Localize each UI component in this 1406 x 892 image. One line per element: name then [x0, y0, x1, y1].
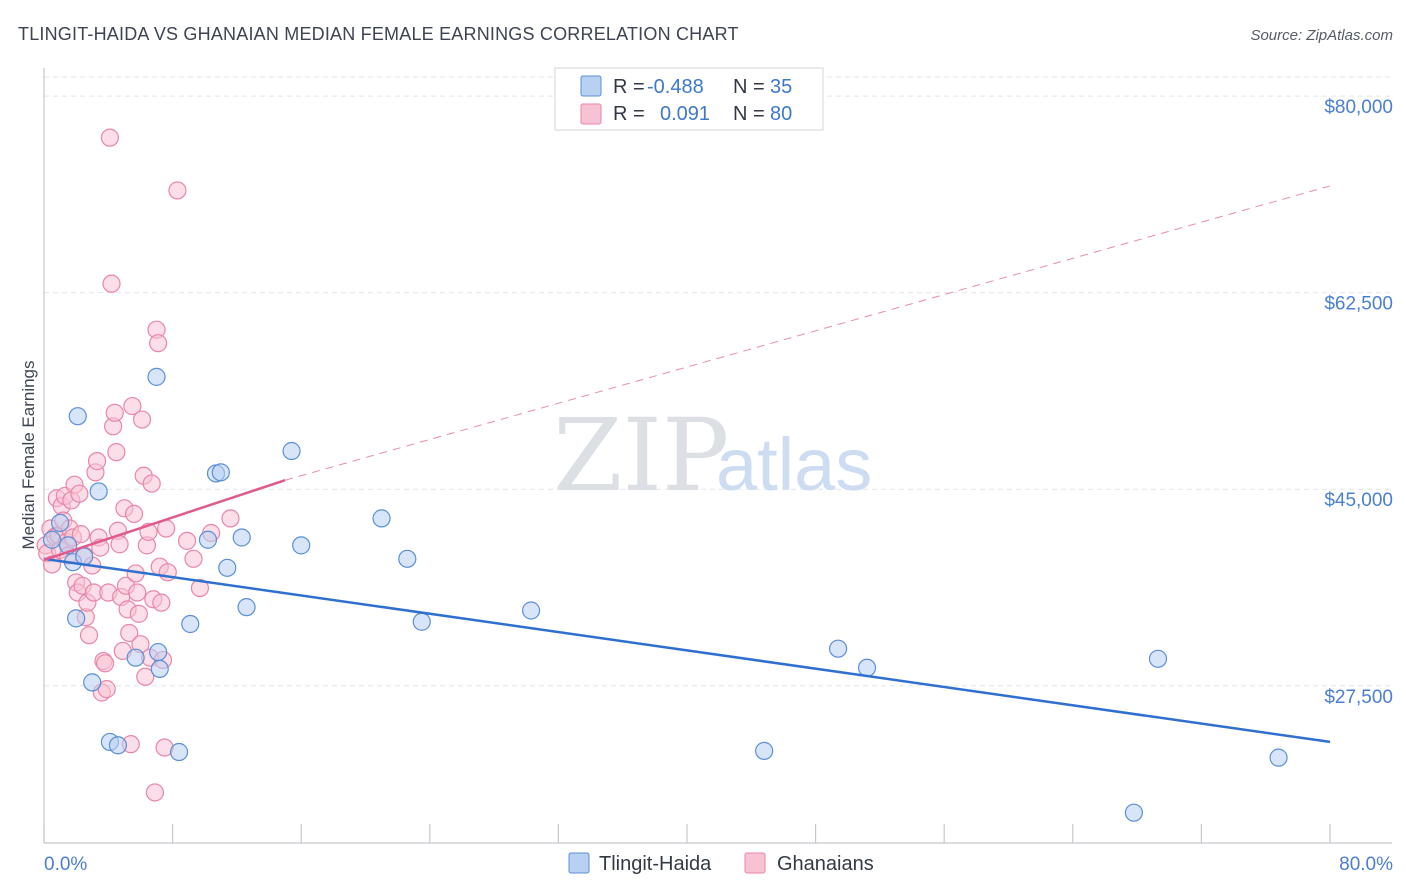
- ghanaians-point: [95, 654, 115, 673]
- legend-r-label-1: R =: [613, 76, 645, 98]
- y-tick-label: $27,500: [1324, 687, 1393, 708]
- tlingit-haida-point: [1148, 649, 1168, 668]
- tlingit-haida-point: [169, 742, 189, 762]
- tlingit-haida-point: [147, 367, 166, 386]
- tlingit-haida-point: [755, 741, 774, 760]
- legend-n-label-1: N =: [733, 76, 765, 98]
- watermark-atlas: atlas: [716, 423, 872, 506]
- tlingit-haida-point: [67, 609, 86, 628]
- legend-r-value-1: -0.488: [647, 76, 704, 98]
- ghanaians-point: [145, 783, 165, 802]
- bottom-legend-label-tlingit-haida: Tlingit-Haida: [599, 853, 712, 875]
- tlingit-haida-point: [42, 530, 62, 549]
- chart-title: TLINGIT-HAIDA VS GHANAIAN MEDIAN FEMALE …: [18, 24, 739, 44]
- tlingit-haida-point: [412, 612, 431, 631]
- ghanaians-point: [190, 578, 210, 598]
- tlingit-haida-point: [181, 614, 200, 634]
- tlingit-haida-point: [292, 536, 311, 555]
- ghanaians-point: [70, 484, 89, 503]
- tlingit-haida-point: [50, 513, 70, 532]
- ghanaians-point: [128, 583, 147, 602]
- tlingit-haida-point: [126, 648, 145, 667]
- bottom-legend-swatch-tlingit-haida: [568, 852, 590, 874]
- tlingit-haida-point: [398, 549, 417, 568]
- ghanaians-point: [105, 403, 124, 422]
- legend-n-value-1: 35: [770, 76, 792, 98]
- ghanaians-point: [129, 604, 148, 623]
- legend-n-label-2: N =: [733, 103, 765, 125]
- chart-source: Source: ZipAtlas.com: [1250, 27, 1393, 44]
- bottom-legend-swatch-ghanaians: [744, 852, 766, 874]
- ghanaians-point: [184, 549, 203, 568]
- tlingit-haida-point: [282, 441, 301, 461]
- legend-r-value-2: 0.091: [660, 103, 710, 125]
- tlingit-haida-point: [372, 509, 391, 528]
- ghanaians-point: [152, 593, 171, 612]
- tlingit-haida-point: [829, 639, 848, 658]
- ghanaians-points: [36, 128, 240, 802]
- ghanaians-point: [120, 623, 139, 643]
- y-axis-label: Median Female Earnings: [19, 361, 38, 550]
- tlingit-haida-point: [211, 463, 230, 482]
- watermark-zip: ZIP: [553, 397, 729, 514]
- ghanaians-point: [132, 410, 152, 429]
- ghanaians-point: [87, 452, 107, 471]
- y-axis-tick-labels: $27,500 $45,000 $62,500 $80,000: [1324, 97, 1393, 708]
- x-tick-label-max: 80.0%: [1339, 854, 1393, 875]
- bottom-legend: Tlingit-Haida Ghanaians: [568, 852, 874, 875]
- gridlines: [44, 76, 1392, 687]
- tlingit-haida-point: [198, 530, 218, 549]
- ghanaians-point: [100, 128, 120, 147]
- ghanaians-point: [110, 535, 129, 554]
- tlingit-haida-point: [857, 658, 877, 677]
- tlingit-haida-trend-line: [43, 557, 1331, 744]
- ghanaians-point: [79, 626, 99, 645]
- watermark: ZIP atlas: [553, 397, 872, 514]
- axes: [43, 68, 1392, 844]
- tlingit-haida-point: [232, 528, 251, 547]
- tlingit-haida-point: [89, 482, 108, 501]
- legend-swatch-ghanaians: [580, 103, 602, 125]
- legend-r-label-2: R =: [613, 103, 645, 125]
- legend-swatch-tlingit-haida: [580, 75, 602, 97]
- ghanaians-point: [123, 396, 142, 416]
- ghanaians-point: [149, 334, 168, 353]
- ghanaians-point: [102, 274, 121, 293]
- tlingit-haida-point: [150, 659, 169, 679]
- tlingit-haida-point: [149, 642, 168, 662]
- ghanaians-point: [221, 509, 240, 528]
- tlingit-haida-point: [1269, 748, 1288, 767]
- legend-box: R = -0.488 N = 35 R = 0.091 N = 80: [554, 67, 824, 131]
- tlingit-haida-point: [83, 673, 102, 692]
- tlingit-haida-point: [1124, 803, 1143, 822]
- tlingit-haida-point: [108, 736, 128, 755]
- bottom-legend-label-ghanaians: Ghanaians: [777, 853, 874, 875]
- ghanaians-point: [136, 667, 155, 686]
- ghanaians-point: [168, 181, 187, 200]
- x-tick-label-min: 0.0%: [44, 854, 87, 875]
- ghanaians-point: [142, 474, 161, 493]
- ghanaians-point: [71, 525, 91, 544]
- y-tick-label: $62,500: [1324, 294, 1393, 315]
- tlingit-haida-point: [68, 407, 87, 426]
- x-axis-ticks: [43, 824, 1331, 843]
- y-tick-label: $80,000: [1324, 97, 1393, 118]
- tlingit-haida-point: [218, 558, 237, 577]
- legend-n-value-2: 80: [770, 103, 792, 125]
- y-tick-label: $45,000: [1324, 490, 1393, 511]
- tlingit-haida-point: [237, 598, 256, 617]
- ghanaians-point: [124, 504, 144, 524]
- trend-lines: [43, 185, 1331, 744]
- ghanaians-point: [177, 531, 197, 550]
- tlingit-haida-point: [521, 601, 541, 620]
- ghanaians-trend-line: [43, 479, 286, 562]
- ghanaians-point: [107, 443, 126, 462]
